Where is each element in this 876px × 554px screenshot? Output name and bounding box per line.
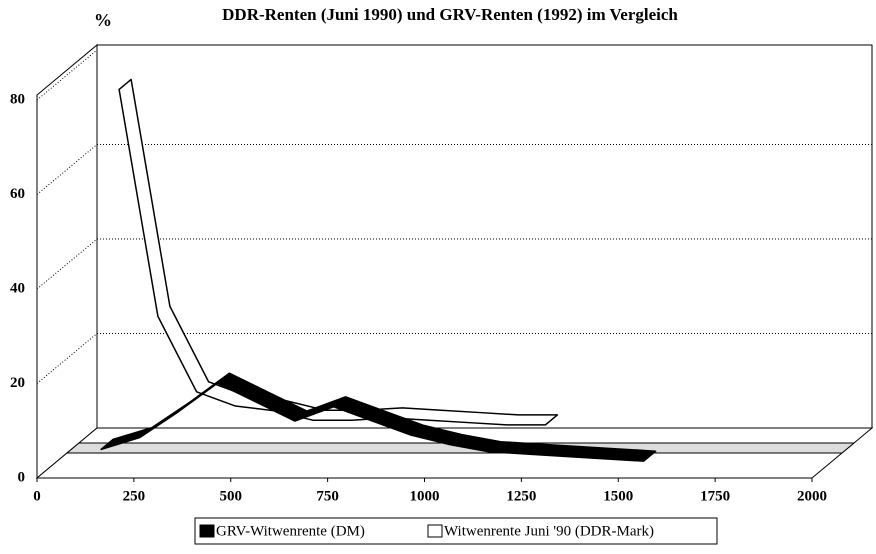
x-tick-label: 1750 bbox=[700, 488, 730, 504]
depth-line bbox=[36, 238, 98, 290]
y-tick-label: 60 bbox=[10, 186, 25, 202]
legend-label: Witwenrente Juni '90 (DDR-Mark) bbox=[444, 523, 654, 539]
x-tick-label: 1500 bbox=[603, 488, 633, 504]
x-tick-label: 1250 bbox=[506, 488, 536, 504]
y-tick-label: 0 bbox=[18, 469, 26, 485]
side-wall bbox=[36, 43, 98, 480]
legend-label: GRV-Witwenrente (DM) bbox=[216, 523, 365, 539]
y-axis-label: % bbox=[94, 10, 112, 30]
y-tick-label: 40 bbox=[10, 280, 25, 296]
y-tick-label: 20 bbox=[10, 375, 25, 391]
depth-line bbox=[36, 49, 98, 101]
legend: GRV-Witwenrente (DM) Witwenrente Juni '90… bbox=[194, 517, 718, 545]
legend-swatch bbox=[427, 524, 443, 538]
x-tick-label: 750 bbox=[316, 488, 339, 504]
depth-line bbox=[36, 333, 98, 384]
x-tick-label: 0 bbox=[33, 488, 41, 504]
y-tick-label: 80 bbox=[10, 91, 25, 107]
x-tick-label: 1000 bbox=[410, 488, 440, 504]
chart-title: DDR-Renten (Juni 1990) und GRV-Renten (1… bbox=[222, 5, 678, 24]
legend-box bbox=[194, 517, 718, 545]
depth-line bbox=[36, 144, 98, 195]
legend-swatch bbox=[199, 524, 215, 538]
back-wall bbox=[96, 44, 873, 429]
x-tick-label: 2000 bbox=[797, 488, 827, 504]
x-tick-label: 250 bbox=[123, 488, 146, 504]
data-ribbon bbox=[100, 372, 657, 462]
x-tick-label: 500 bbox=[220, 488, 243, 504]
